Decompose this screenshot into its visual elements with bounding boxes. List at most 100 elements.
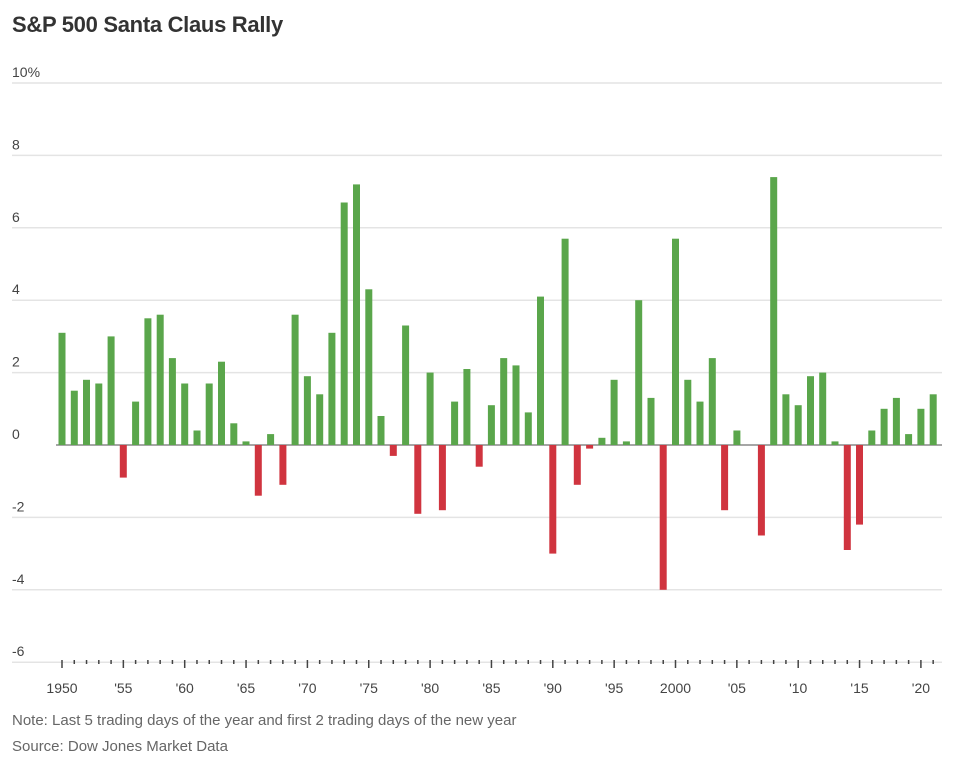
footnote: Note: Last 5 trading days of the year an… (12, 712, 517, 729)
bar (267, 434, 275, 445)
bar (794, 405, 802, 445)
bar (193, 430, 201, 445)
x-tick-label: '55 (114, 680, 132, 696)
bar (819, 372, 827, 445)
x-tick-label: '15 (850, 680, 868, 696)
bar (856, 445, 863, 525)
bar (684, 379, 692, 445)
y-tick-label: -6 (12, 643, 25, 659)
bar (905, 434, 913, 445)
x-tick-label: '65 (237, 680, 255, 696)
bar (303, 376, 311, 445)
x-tick-label: '90 (544, 680, 562, 696)
bar (205, 383, 213, 445)
bar (168, 358, 176, 445)
bar (586, 445, 594, 449)
bar (475, 445, 483, 467)
bar (365, 289, 373, 445)
bar (107, 336, 115, 445)
bar (144, 318, 152, 445)
bar (156, 314, 164, 445)
gridlines (12, 82, 942, 663)
bar (119, 445, 127, 478)
y-tick-label: 0 (12, 426, 20, 442)
y-tick-label: -4 (12, 571, 25, 587)
bar (132, 401, 140, 445)
x-tick-label: '80 (421, 680, 439, 696)
bar (426, 372, 434, 445)
bar (95, 383, 103, 445)
x-tick-label: 2000 (660, 680, 691, 696)
y-tick-label: 8 (12, 136, 20, 152)
bar (537, 296, 544, 445)
bar (242, 441, 250, 445)
bar (868, 430, 876, 445)
bar (635, 300, 643, 445)
bar (549, 445, 557, 554)
bar (880, 408, 888, 445)
x-tick-label: '10 (789, 680, 807, 696)
source-note: Source: Dow Jones Market Data (12, 738, 228, 755)
bar (672, 238, 679, 445)
bar (58, 332, 66, 445)
y-tick-label: -2 (12, 498, 25, 514)
bar (659, 445, 667, 590)
bar (328, 332, 336, 445)
bar (721, 445, 729, 511)
bar (316, 394, 324, 445)
bar (757, 445, 765, 536)
x-tick-label: '85 (482, 680, 500, 696)
bar (230, 423, 238, 445)
bar (573, 445, 581, 485)
x-tick-label: 1950 (46, 680, 77, 696)
x-tick-label: '95 (605, 680, 623, 696)
chart-title: S&P 500 Santa Claus Rally (12, 12, 283, 37)
bar (696, 401, 704, 445)
bar (402, 325, 410, 445)
bar (807, 376, 814, 445)
bar (524, 412, 532, 445)
bar (254, 445, 262, 496)
bar (438, 445, 446, 511)
bar (782, 394, 790, 445)
x-tick-label: '20 (912, 680, 930, 696)
bar (843, 445, 851, 550)
bar (291, 314, 299, 445)
bar (377, 416, 385, 445)
bar (622, 441, 630, 445)
bar (512, 365, 520, 445)
bar (70, 390, 78, 445)
bar (279, 445, 287, 485)
x-tick-label: '75 (360, 680, 378, 696)
bar (500, 358, 508, 445)
x-tick-label: '60 (176, 680, 194, 696)
bar (218, 361, 225, 445)
y-tick-label: 6 (12, 209, 20, 225)
bar (389, 445, 397, 456)
bar (917, 408, 925, 445)
y-tick-label: 10% (12, 64, 40, 80)
bar (451, 401, 459, 445)
y-axis-labels: 10% 8 6 4 2 0 -2 -4 -6 (12, 64, 40, 659)
bar (487, 405, 495, 445)
x-tick-label: '05 (728, 680, 746, 696)
bar (181, 383, 189, 445)
bar (414, 445, 422, 514)
bar (353, 184, 360, 445)
bar (340, 202, 348, 445)
bar (831, 441, 839, 445)
bar (83, 379, 90, 445)
bar (770, 177, 778, 445)
x-axis: 1950 '55 '60 '65 '70 '75 '80 '85 '90 '95 2000 '05 '1… (46, 660, 934, 696)
bar (892, 397, 900, 445)
bar (463, 369, 471, 445)
bars (58, 177, 937, 590)
bar (929, 394, 937, 445)
bar (598, 437, 606, 445)
x-tick-label: '70 (298, 680, 316, 696)
bar (647, 397, 655, 445)
y-tick-label: 4 (12, 281, 20, 297)
bar (610, 379, 618, 445)
bar (733, 430, 741, 445)
